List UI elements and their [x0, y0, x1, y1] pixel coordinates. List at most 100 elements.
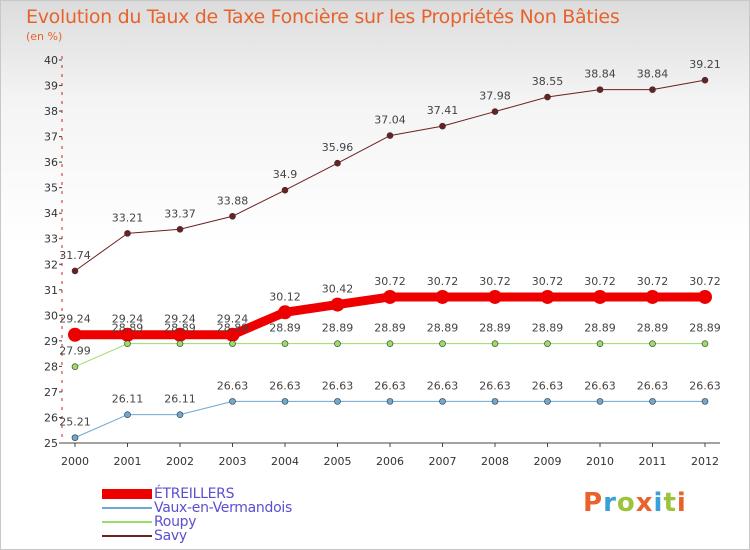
data-point-vaux-en-vermandois — [491, 398, 499, 405]
data-label-savy: 38.84 — [584, 68, 616, 81]
data-point-roupy — [229, 340, 236, 347]
data-label-roupy: 28.89 — [269, 322, 301, 335]
data-point-etreillers — [120, 327, 135, 342]
series-line-savy — [74, 79, 706, 272]
x-tick-label: 2009 — [534, 455, 562, 468]
data-point-vaux-en-vermandois — [386, 398, 394, 405]
x-tick-label: 2000 — [61, 455, 89, 468]
logo-letter: i — [676, 488, 687, 518]
y-tick-label: 30 — [44, 309, 58, 322]
data-point-vaux-en-vermandois — [596, 398, 604, 405]
data-point-roupy — [439, 340, 446, 347]
logo-letter: x — [635, 488, 654, 518]
y-tick-label: 27 — [44, 386, 58, 399]
data-point-savy — [176, 225, 184, 233]
logo-letter: P — [583, 488, 604, 518]
data-label-roupy: 28.89 — [374, 322, 406, 335]
data-point-etreillers — [435, 289, 450, 304]
chart-axes: 25 26 27 28 29 30 31 32 33 34 35 36 37 38 39 40 2000 2001… — [44, 54, 720, 468]
data-label-etreillers: 30.72 — [479, 275, 511, 288]
x-tick-label: 2011 — [639, 455, 667, 468]
data-point-roupy — [71, 363, 79, 370]
data-label-etreillers: 30.12 — [269, 290, 301, 303]
y-tick-label: 25 — [44, 437, 58, 450]
data-point-savy — [71, 267, 79, 275]
legend-label-savy: Savy — [154, 528, 187, 544]
data-point-etreillers — [173, 327, 187, 342]
legend-swatch-etreillers — [102, 489, 152, 499]
y-tick-label: 33 — [44, 233, 58, 246]
data-point-savy — [334, 159, 341, 167]
y-tick-label: 32 — [44, 258, 58, 271]
legend-swatch-savy — [102, 535, 152, 537]
data-label-savy: 37.98 — [479, 90, 511, 103]
data-point-roupy — [176, 340, 184, 347]
legend-label-etreillers: ÉTREILLERS — [154, 486, 235, 502]
chart-series — [68, 76, 712, 441]
data-label-etreillers: 29.24 — [59, 313, 91, 326]
data-point-vaux-en-vermandois — [544, 398, 551, 405]
data-label-roupy: 28.89 — [427, 322, 459, 335]
data-point-roupy — [124, 340, 131, 347]
proxiti-logo: Proxiti — [583, 488, 687, 518]
data-point-vaux-en-vermandois — [229, 398, 236, 405]
data-label-vaux-en-vermandois: 26.63 — [532, 379, 564, 392]
data-label-savy: 35.96 — [322, 141, 354, 154]
data-label-savy: 37.41 — [427, 104, 459, 117]
data-point-roupy — [701, 340, 709, 347]
data-label-etreillers: 29.24 — [217, 313, 249, 326]
data-point-savy — [544, 93, 551, 101]
y-tick-label: 35 — [44, 182, 58, 195]
logo-letter: t — [663, 488, 677, 518]
data-point-vaux-en-vermandois — [281, 398, 289, 405]
data-point-vaux-en-vermandois — [439, 398, 446, 405]
data-point-etreillers — [698, 289, 712, 304]
y-tick-label: 36 — [44, 156, 58, 169]
data-point-etreillers — [488, 289, 502, 304]
data-label-etreillers: 30.72 — [584, 275, 616, 288]
data-label-vaux-en-vermandois: 26.63 — [427, 379, 459, 392]
x-tick-label: 2006 — [376, 455, 404, 468]
data-point-vaux-en-vermandois — [176, 411, 184, 418]
data-label-savy: 39.21 — [689, 58, 721, 71]
x-tick-label: 2003 — [219, 455, 247, 468]
data-point-roupy — [649, 340, 656, 347]
data-label-vaux-en-vermandois: 26.11 — [164, 393, 196, 406]
data-point-savy — [491, 108, 499, 115]
data-label-roupy: 28.89 — [637, 322, 669, 335]
data-point-savy — [124, 230, 131, 237]
data-label-vaux-en-vermandois: 26.63 — [584, 379, 616, 392]
data-label-roupy: 28.89 — [112, 322, 144, 335]
series-line-vaux-en-vermandois — [74, 400, 706, 439]
data-point-etreillers — [383, 289, 397, 304]
data-point-savy — [281, 186, 289, 194]
data-point-vaux-en-vermandois — [71, 434, 79, 441]
data-label-vaux-en-vermandois: 26.63 — [479, 379, 511, 392]
y-tick-label: 34 — [44, 207, 58, 220]
x-tick-label: 2002 — [166, 455, 194, 468]
x-tick-label: 2010 — [586, 455, 614, 468]
x-tick-label: 2012 — [691, 455, 719, 468]
logo-letter: i — [653, 488, 664, 518]
data-point-roupy — [544, 340, 551, 347]
data-point-savy — [649, 86, 656, 93]
data-point-vaux-en-vermandois — [124, 411, 131, 418]
data-label-vaux-en-vermandois: 26.63 — [689, 379, 721, 392]
data-point-savy — [439, 122, 446, 130]
y-tick-label: 38 — [44, 105, 58, 118]
x-tick-label: 2005 — [324, 455, 352, 468]
data-label-savy: 34.9 — [273, 168, 298, 181]
y-tick-label: 29 — [44, 335, 58, 348]
legend-swatch-roupy — [102, 521, 152, 523]
y-tick-label: 40 — [44, 54, 58, 67]
chart-title: Evolution du Taux de Taxe Foncière sur l… — [26, 6, 620, 28]
y-tick-label: 26 — [44, 411, 58, 424]
data-label-roupy: 28.89 — [322, 322, 354, 335]
data-label-roupy: 28.89 — [584, 322, 616, 335]
data-label-savy: 33.88 — [217, 194, 249, 207]
data-point-vaux-en-vermandois — [649, 398, 656, 405]
data-point-etreillers — [645, 289, 660, 304]
data-point-roupy — [386, 340, 394, 347]
data-point-vaux-en-vermandois — [701, 398, 709, 405]
data-label-vaux-en-vermandois: 26.63 — [637, 379, 669, 392]
